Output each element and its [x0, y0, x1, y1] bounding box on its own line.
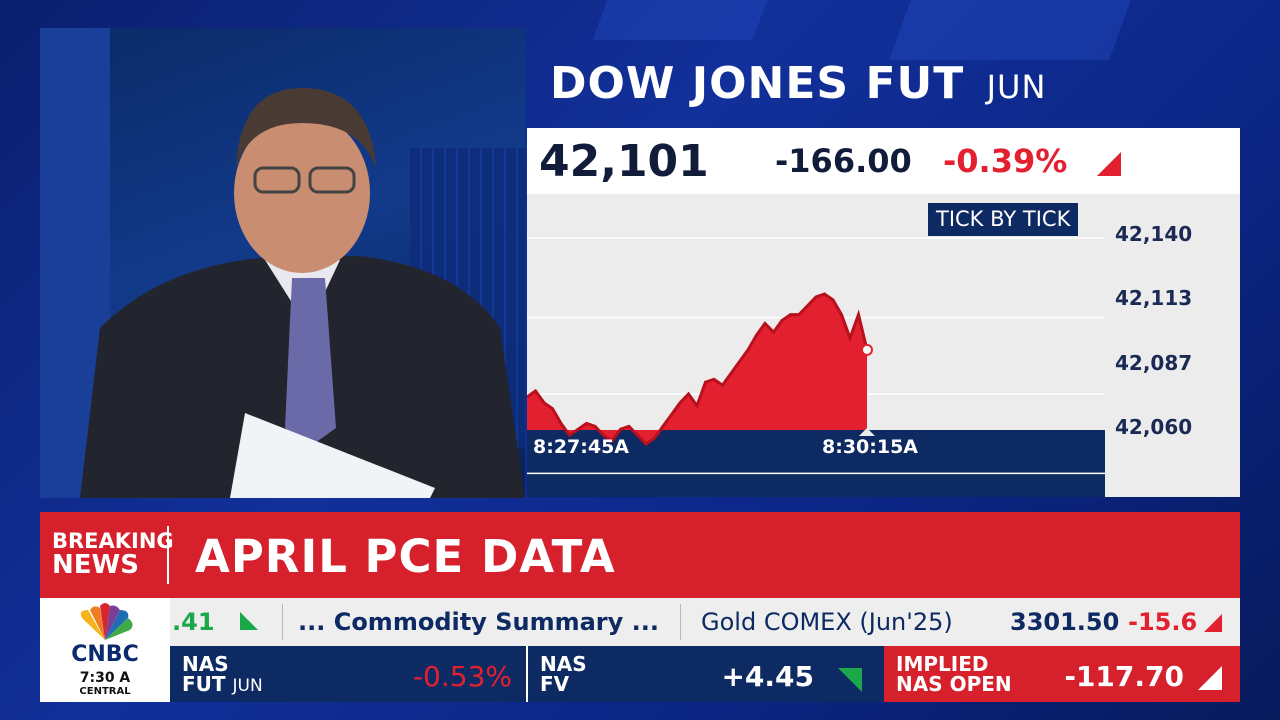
market-cell-implied-nas-open: IMPLIED NAS OPEN -117.70 — [884, 646, 1240, 702]
time-marker-notch — [859, 428, 875, 436]
series-line — [527, 292, 869, 446]
crawl-change: -15.6 — [1128, 608, 1198, 636]
down-triangle-icon — [1097, 152, 1121, 176]
crawl-name: Gold COMEX (Jun'25) — [701, 608, 953, 636]
down-triangle-icon — [838, 668, 862, 692]
network-logo-box: CNBC 7:30 A CENTRAL — [40, 598, 170, 702]
chart-time-strip — [527, 430, 1105, 497]
cell-label-line2: FV — [540, 672, 570, 696]
quote-percent-change: -0.39% — [943, 142, 1068, 180]
cnbc-wordmark: CNBC — [71, 642, 139, 667]
anchor-video — [40, 28, 525, 498]
breaking-news-banner: BREAKING NEWS APRIL PCE DATA — [40, 512, 1240, 598]
last-price-marker — [861, 343, 873, 356]
y-tick-label: 42,087 — [1115, 351, 1193, 375]
crawl-price: 3301.50 — [1010, 608, 1120, 636]
y-tick-label: 42,060 — [1115, 415, 1193, 439]
y-tick-label: 42,113 — [1115, 286, 1193, 310]
crawl-section: ... Commodity Summary ... — [298, 608, 659, 636]
cell-value: -117.70 — [1064, 660, 1184, 693]
breaking-divider — [167, 526, 169, 584]
chart-title: DOW JONES FUT JUN — [550, 58, 1046, 109]
chart-title-suffix: JUN — [986, 68, 1047, 106]
y-tick-label: 42,140 — [1115, 222, 1193, 246]
cell-label-line1: IMPLIED — [896, 652, 989, 676]
cell-value: -0.53% — [412, 660, 512, 693]
cell-label: IMPLIED NAS OPEN — [896, 654, 1012, 694]
cell-label-line1: NAS — [182, 652, 229, 676]
tick-by-tick-badge: TICK BY TICK — [928, 203, 1079, 236]
chart-svg — [527, 237, 1105, 475]
ticker-crawl: .41 ... Commodity Summary ... Gold COMEX… — [170, 598, 1240, 646]
quote-change: -166.00 — [775, 142, 912, 180]
market-cells: NAS FUT JUN -0.53% NAS FV +4.45 IMPLIED … — [170, 646, 1240, 702]
x-tick-label-start: 8:27:45A — [533, 436, 630, 458]
clock-zone: CENTRAL — [79, 686, 131, 697]
down-triangle-icon — [1198, 666, 1222, 690]
chart-title-main: DOW JONES FUT — [550, 58, 965, 109]
crawl-separator — [282, 604, 283, 640]
series-area — [527, 294, 867, 444]
x-tick-label-end: 8:30:15A — [822, 436, 919, 458]
headline: APRIL PCE DATA — [195, 530, 616, 583]
background-facet — [592, 0, 768, 40]
market-cell-nas-fv: NAS FV +4.45 — [528, 646, 882, 702]
quote-price: 42,101 — [539, 135, 709, 187]
cell-label-line2: NAS OPEN — [896, 672, 1012, 696]
cell-label-sub: JUN — [232, 676, 263, 696]
breaking-news-label: BREAKING NEWS — [52, 529, 174, 580]
down-triangle-icon — [240, 612, 258, 630]
cell-label-line1: NAS — [540, 652, 587, 676]
cell-label: NAS FUT JUN — [182, 654, 263, 696]
cell-divider — [526, 646, 528, 702]
cell-label: NAS FV — [540, 654, 587, 694]
clock-time: 7:30 A — [79, 670, 131, 686]
crawl-separator — [680, 604, 681, 640]
market-cell-nas-fut: NAS FUT JUN -0.53% — [170, 646, 526, 702]
down-triangle-icon — [1204, 614, 1222, 632]
quote-bar: 42,101 -166.00 -0.39% — [527, 128, 1240, 194]
cell-value: +4.45 — [721, 660, 814, 693]
anchor-figure — [80, 88, 525, 498]
breaking-label-line1: BREAKING — [52, 529, 174, 553]
background-facet — [889, 0, 1131, 60]
cell-label-line2: FUT — [182, 672, 226, 696]
breaking-label-line2: NEWS — [52, 550, 139, 580]
crawl-value: .41 — [172, 608, 215, 636]
cnbc-peacock-icon — [80, 603, 133, 640]
